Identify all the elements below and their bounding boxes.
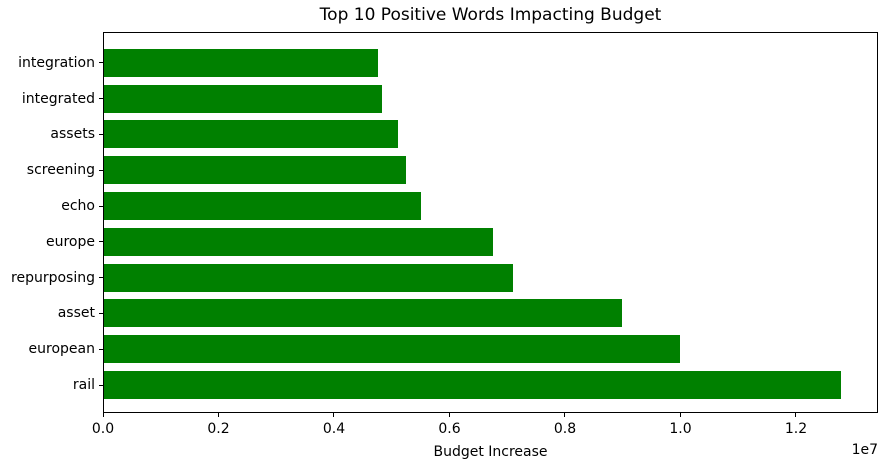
y-tick-label: repurposing [11,269,95,286]
x-tick-mark [333,413,335,417]
x-tick-mark [795,413,797,417]
axis-offset-label: 1e7 [851,442,878,458]
bar-row: europe [46,224,877,260]
x-axis-label: Budget Increase [433,444,548,460]
bar-rows: integration integrated assets screening … [11,45,877,403]
x-tick-mark [217,413,219,417]
y-tick-mark [99,241,103,243]
x-tick-mark [102,413,104,417]
x-tick-mark [564,413,566,417]
bar-row: rail [73,367,877,403]
x-tick-mark [448,413,450,417]
y-tick-mark [99,62,103,64]
bar [104,335,680,364]
x-tick-label: 0.4 [322,421,346,437]
bar-row: european [29,331,877,367]
y-tick-label: europe [46,233,95,250]
bar [104,192,421,221]
y-tick-label: integrated [21,90,95,107]
y-tick-label: asset [57,305,95,322]
x-tick-label: 1.0 [669,421,692,437]
y-tick-mark [99,277,103,279]
bar-row: repurposing [11,260,877,296]
bar [104,120,398,149]
y-tick-mark [99,312,103,314]
x-tick-label: 0.0 [91,421,115,437]
bar [104,84,383,113]
y-tick-label: assets [50,126,95,143]
y-tick-mark [99,169,103,171]
bar [104,299,623,328]
bar [104,227,493,256]
bar-row: echo [61,188,877,224]
y-tick-mark [99,98,103,100]
bar-row: assets [50,117,877,153]
chart-title: Top 10 Positive Words Impacting Budget [319,5,662,25]
y-tick-mark [99,133,103,135]
y-tick-label: european [28,341,95,358]
x-tick-mark [679,413,681,417]
x-tick-label: 0.2 [207,421,230,437]
y-tick-mark [99,384,103,386]
y-tick-label: screening [26,162,95,179]
y-tick-mark [99,348,103,350]
x-tick-label: 0.6 [438,421,461,437]
bar [104,263,513,292]
bar [104,156,407,185]
bar-row: screening [27,152,877,188]
bar [104,371,842,400]
plot-area: integration integrated assets screening … [11,32,878,413]
y-tick-label: echo [61,198,95,215]
y-tick-label: integration [18,54,95,71]
x-tick-label: 1.2 [784,421,808,437]
y-tick-mark [99,205,103,207]
bar-row: integrated [22,81,877,117]
x-tick-label: 0.8 [553,421,577,437]
bar-row: integration [18,45,877,81]
bar [104,48,378,77]
y-tick-label: rail [72,377,95,394]
bar-row: asset [58,296,877,332]
